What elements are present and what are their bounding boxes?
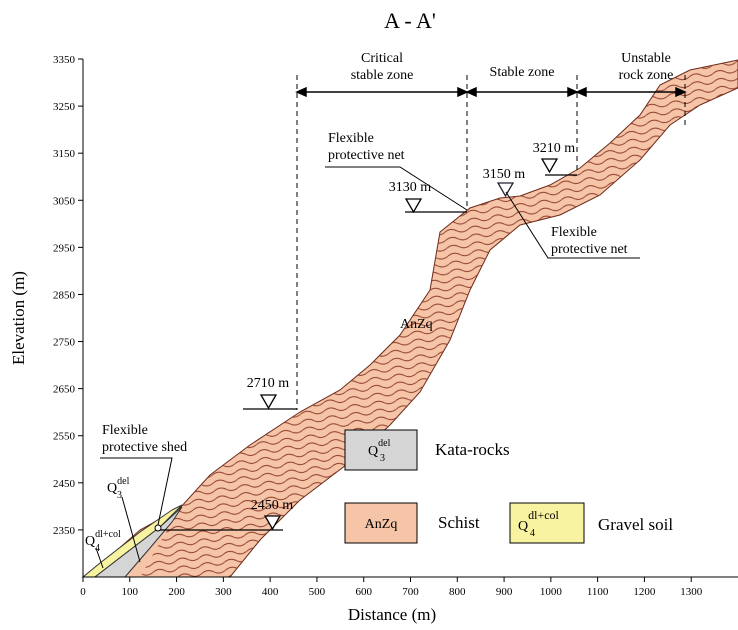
water-level-label: 3210 m — [533, 141, 576, 156]
legend-label: Kata-rocks — [435, 440, 510, 459]
legend-label: Schist — [438, 513, 480, 532]
legend-swatch — [345, 430, 417, 470]
y-tick-label: 2750 — [53, 337, 76, 349]
y-tick-label: 3150 — [53, 148, 76, 160]
zone-label: Unstable — [621, 51, 671, 66]
legend-symbol: AnZq — [365, 517, 398, 532]
cross-section: A - A' AnZq 0 100 200 300 400 500 600 700 800 900… — [0, 0, 738, 630]
water-level-label: 3150 m — [483, 167, 526, 182]
callout: Flexible — [551, 225, 597, 240]
callout: protective net — [328, 148, 405, 163]
y-axis-label: Elevation (m) — [9, 271, 28, 365]
title: A - A' — [384, 8, 436, 33]
zone-label: rock zone — [619, 68, 674, 83]
callout: Flexible — [328, 131, 374, 146]
x-tick-label: 500 — [309, 586, 326, 598]
y-tick-label: 2550 — [53, 431, 76, 443]
legend-label: Gravel soil — [598, 515, 673, 534]
y-tick-label: 2350 — [53, 525, 76, 537]
water-level-label: 3130 m — [389, 180, 432, 195]
y-tick-label: 3250 — [53, 101, 76, 113]
schist-texture — [140, 60, 738, 577]
x-axis-label: Distance (m) — [348, 605, 436, 624]
zone-label: Stable zone — [490, 65, 555, 80]
callout: protective shed — [102, 440, 187, 455]
x-tick-label: 100 — [122, 586, 139, 598]
x-tick-label: 1100 — [587, 586, 609, 598]
x-tick-label: 0 — [80, 586, 86, 598]
y-tick-label: 2650 — [53, 384, 76, 396]
unit-label: AnZq — [400, 317, 433, 332]
y-tick-label: 2450 — [53, 478, 76, 490]
x-tick-label: 200 — [168, 586, 185, 598]
water-level-label: 2450 m — [251, 498, 294, 513]
y-tick-label: 2950 — [53, 242, 76, 254]
callout: Flexible — [102, 423, 148, 438]
x-tick-label: 600 — [355, 586, 372, 598]
zone-arrows — [297, 88, 685, 96]
water-level-label: 2710 m — [247, 376, 290, 391]
y-tick-label: 3050 — [53, 195, 76, 207]
x-tick-label: 1300 — [680, 586, 703, 598]
x-tick-label: 400 — [262, 586, 279, 598]
x-tick-label: 300 — [215, 586, 232, 598]
zone-label: Critical — [361, 51, 403, 66]
zone-label: stable zone — [351, 68, 414, 83]
y-tick-label: 3350 — [53, 54, 76, 66]
x-tick-label: 1200 — [633, 586, 656, 598]
x-tick-label: 800 — [449, 586, 466, 598]
callout: protective net — [551, 242, 628, 257]
shed-symbol — [155, 525, 161, 531]
x-tick-label: 700 — [402, 586, 419, 598]
y-tick-label: 2850 — [53, 289, 76, 301]
x-tick-label: 1000 — [540, 586, 563, 598]
x-tick-label: 900 — [496, 586, 513, 598]
